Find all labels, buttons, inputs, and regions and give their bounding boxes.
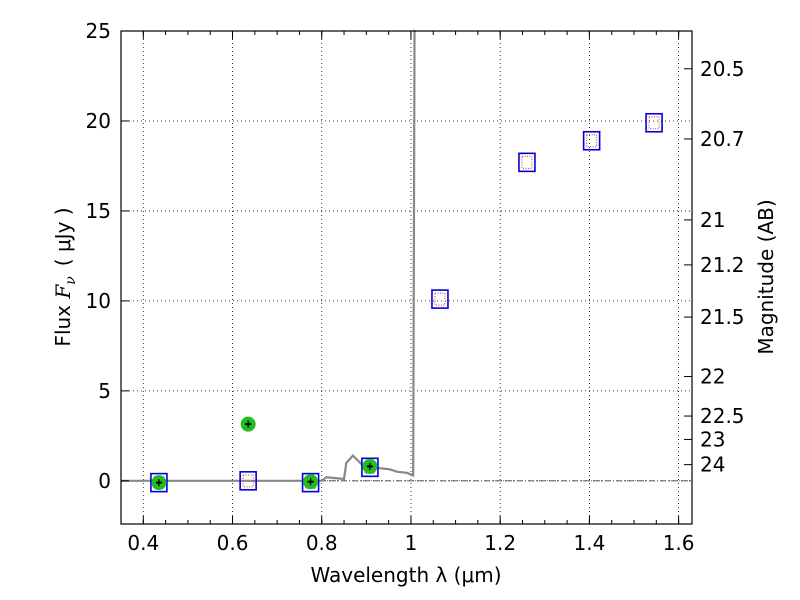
model-point [586,134,598,148]
model-box [301,472,320,493]
magnitude-tick-label: 21.5 [700,305,745,329]
y-tick-label: 15 [86,199,111,223]
x-tick-label: 1 [405,531,418,555]
model-box [150,472,168,493]
magnitude-tick-label: 20.7 [700,127,745,151]
magnitude-tick-label: 21 [700,208,725,232]
y-tick-label: 5 [98,379,111,403]
model-box [518,152,536,173]
axis-ticks [121,30,692,524]
magnitude-tick-label: 21.2 [700,253,745,277]
y-tick-label: 10 [86,289,111,313]
model-box [361,457,379,478]
model-box [645,112,663,133]
magnitude-tick-label: 22 [700,364,725,388]
magnitude-tick-label: 20.5 [700,57,745,81]
model-box [582,130,601,151]
model-point [242,474,254,488]
y-tick-label: 25 [86,19,111,43]
model-point [648,116,660,130]
plot-frame [120,30,693,525]
y-axis-title-left: Flux Fν( μJy ) [51,207,79,346]
x-tick-label: 1.4 [573,531,605,555]
x-tick-label: 0.8 [306,531,338,555]
y-tick-label: 20 [86,109,111,133]
tick-labels: 0.4 0.6 0.8 1 1.2 1.4 1.6 0 5 10 15 20 25 20.5 20.7 21 2… [86,19,745,555]
x-tick-label: 0.6 [217,531,249,555]
model-point [521,155,533,169]
magnitude-tick-label: 24 [700,453,725,477]
x-axis-title: Wavelength λ (μm) [310,563,501,587]
y-axis-title-right: Magnitude (AB) [754,199,778,354]
y-tick-label: 0 [98,469,111,493]
x-tick-label: 1.6 [663,531,695,555]
x-tick-label: 1.2 [484,531,516,555]
x-tick-label: 0.4 [127,531,159,555]
model-box [431,289,449,309]
magnitude-tick-label: 23 [700,427,725,451]
model-box [239,471,257,491]
observed-points [151,416,378,491]
magnitude-tick-label: 22.5 [700,404,745,428]
model-point [434,292,446,306]
